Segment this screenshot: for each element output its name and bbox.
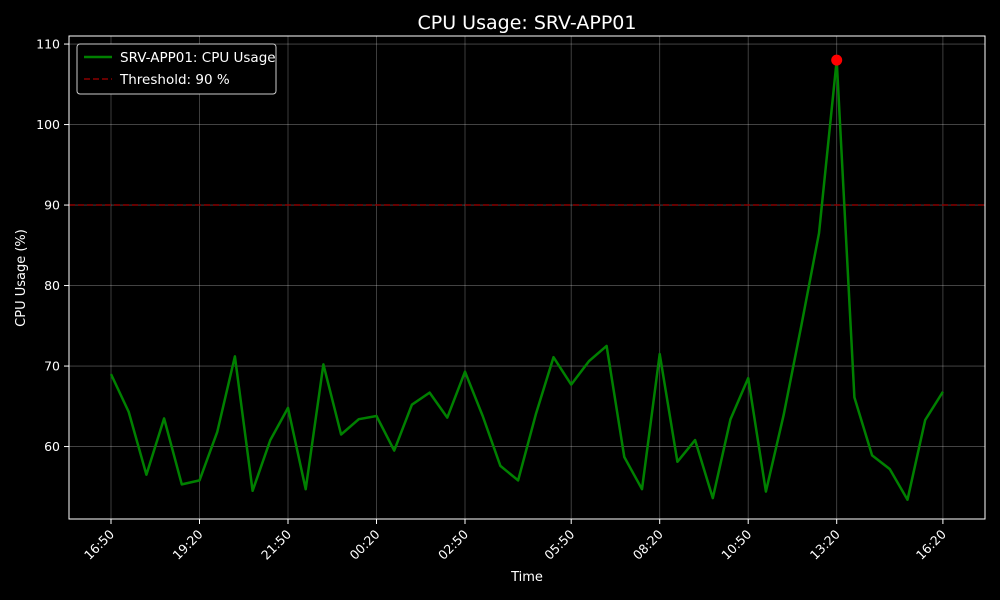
y-tick-label: 60 (44, 439, 60, 454)
legend-box (76, 43, 277, 95)
y-tick-label: 80 (44, 278, 60, 293)
legend-threshold-label: Threshold: 90 % (119, 72, 230, 88)
cpu-usage-line (109, 58, 944, 501)
legend-series-label: SRV-APP01: CPU Usage (120, 50, 276, 66)
y-tick-label: 90 (44, 198, 60, 213)
legend: SRV-APP01: CPU Usage Threshold: 90 % (76, 43, 277, 95)
x-axis-label: Time (510, 570, 543, 585)
y-axis-ticks: 60 70 80 90 100 110 (36, 37, 69, 454)
y-axis-label: CPU Usage (%) (14, 229, 29, 327)
y-tick-label: 70 (44, 359, 60, 374)
y-tick-label: 110 (36, 37, 60, 52)
marker-layer (831, 54, 843, 66)
series-layer (109, 58, 944, 501)
peak-marker (831, 54, 843, 66)
plot-frame (68, 35, 986, 520)
y-tick-label: 100 (36, 117, 60, 132)
chart-title: CPU Usage: SRV-APP01 (418, 12, 637, 34)
